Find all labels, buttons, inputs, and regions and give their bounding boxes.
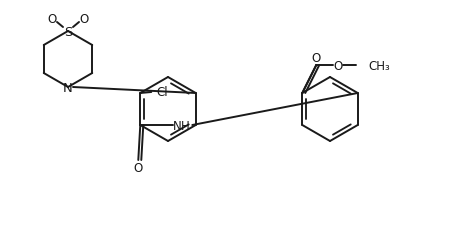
Text: O: O [47, 12, 57, 25]
Text: H: H [181, 119, 190, 132]
Text: CH₃: CH₃ [368, 59, 390, 72]
Text: O: O [134, 162, 143, 175]
Text: O: O [311, 51, 321, 64]
Text: O: O [79, 12, 89, 25]
Text: S: S [64, 25, 72, 38]
Text: N: N [63, 81, 73, 94]
Text: Cl: Cl [157, 85, 168, 98]
Text: O: O [334, 59, 343, 72]
Text: N: N [173, 119, 182, 132]
